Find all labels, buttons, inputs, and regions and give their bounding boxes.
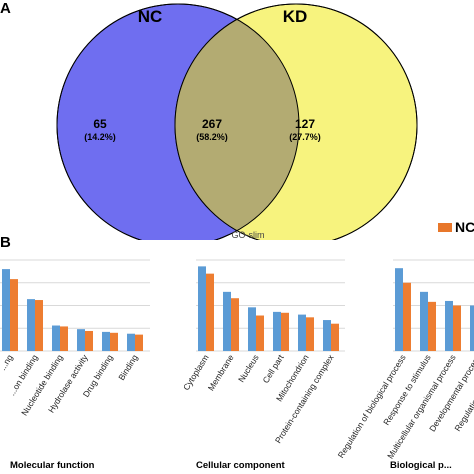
venn-percent-nc-only: (14.2%) [84, 132, 116, 142]
venn-percent-overlap: (58.2%) [196, 132, 228, 142]
group-title: Cellular component [196, 460, 286, 471]
bar-1-0-2 [248, 307, 256, 351]
category-label: Binding [116, 353, 140, 383]
bar-0-1-2 [60, 326, 68, 351]
bar-0-1-0 [10, 279, 18, 351]
bar-1-0-3 [273, 311, 281, 351]
bar-1-1-1 [231, 298, 239, 351]
bar-2-0-3 [470, 305, 474, 351]
category-label: Nucleus [236, 353, 261, 384]
bar-1-0-5 [323, 320, 331, 351]
bar-1-0-1 [223, 291, 231, 351]
bar-0-0-1 [27, 299, 35, 351]
bar-2-1-1 [428, 301, 436, 351]
panel-a-label: A [0, 0, 11, 17]
venn-set-label-kd: KD [283, 7, 308, 26]
group-title: Biological p... [390, 460, 452, 471]
panel-b-label: B [0, 234, 11, 251]
venn-percent-kd-only: (27.7%) [289, 132, 321, 142]
venn-caption: GO-slim [232, 230, 265, 240]
venn-count-kd-only: 127 [295, 117, 315, 131]
bar-0-0-0 [2, 269, 10, 351]
venn-overlap [175, 4, 299, 240]
bar-2-0-0 [395, 268, 403, 351]
bar-2-0-1 [420, 291, 428, 351]
legend-label-nc: NC [455, 219, 474, 235]
bar-0-1-1 [35, 300, 43, 351]
venn-diagram: NC KD 65 (14.2%) 267 (58.2%) 127 (27.7%)… [56, 3, 418, 240]
bar-0-1-4 [110, 332, 118, 351]
category-label: ...ng [0, 353, 15, 373]
bar-0-1-5 [135, 334, 143, 351]
group-title: Molecular function [10, 460, 95, 471]
bar-1-0-0 [198, 266, 206, 351]
venn-set-label-nc: NC [138, 7, 163, 26]
bar-2-1-2 [453, 305, 461, 351]
venn-count-overlap: 267 [202, 117, 222, 131]
bar-1-0-4 [298, 314, 306, 351]
category-label: Cell part [260, 352, 286, 385]
bar-0-1-3 [85, 330, 93, 351]
bar-2-0-2 [445, 300, 453, 351]
legend-swatch-nc [438, 222, 452, 232]
bar-1-1-4 [306, 317, 314, 351]
venn-count-nc-only: 65 [93, 117, 107, 131]
bar-1-1-0 [206, 273, 214, 351]
bar-0-0-2 [52, 325, 60, 351]
bar-1-1-5 [331, 323, 339, 351]
bar-1-1-2 [256, 315, 264, 351]
bar-2-1-0 [403, 282, 411, 351]
bar-0-0-4 [102, 331, 110, 351]
legend: NC [438, 219, 474, 235]
bar-0-0-5 [127, 333, 135, 351]
bar-1-1-3 [281, 312, 289, 351]
bar-0-0-3 [77, 329, 85, 351]
